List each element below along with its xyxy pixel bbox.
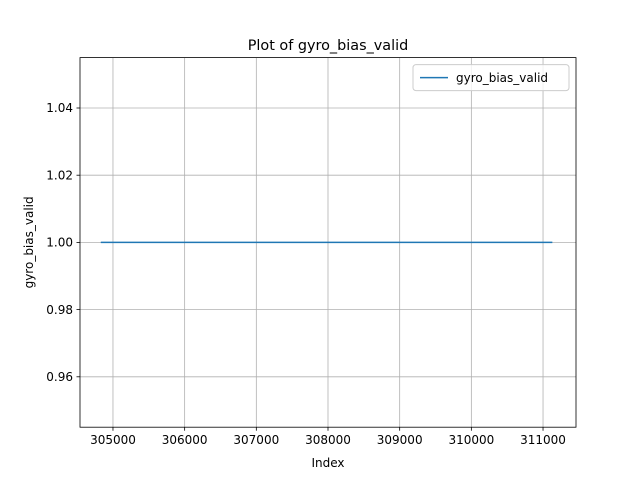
y-tick-label: 1.00	[46, 236, 73, 250]
x-tick-label: 309000	[377, 433, 423, 447]
x-tick-label: 305000	[90, 433, 136, 447]
x-axis-ticks: 305000 306000 307000 308000 309000 310000 3110…	[90, 427, 566, 447]
x-tick-label: 311000	[520, 433, 566, 447]
x-tick-label: 307000	[233, 433, 279, 447]
x-tick-label: 310000	[448, 433, 494, 447]
x-tick-label: 306000	[162, 433, 208, 447]
y-axis-label: gyro_bias_valid	[22, 196, 36, 288]
legend-label: gyro_bias_valid	[456, 71, 548, 85]
legend: gyro_bias_valid	[412, 64, 570, 92]
legend-box	[412, 64, 570, 92]
y-tick-label: 0.96	[46, 370, 73, 384]
y-tick-label: 1.04	[46, 101, 73, 115]
x-tick-label: 308000	[305, 433, 351, 447]
y-axis-ticks: 0.96 0.98 1.00 1.02 1.04	[46, 101, 80, 384]
y-tick-label: 1.02	[46, 168, 73, 182]
y-tick-label: 0.98	[46, 303, 73, 317]
x-axis-label: Index	[311, 456, 344, 470]
chart-title: Plot of gyro_bias_valid	[248, 38, 409, 54]
